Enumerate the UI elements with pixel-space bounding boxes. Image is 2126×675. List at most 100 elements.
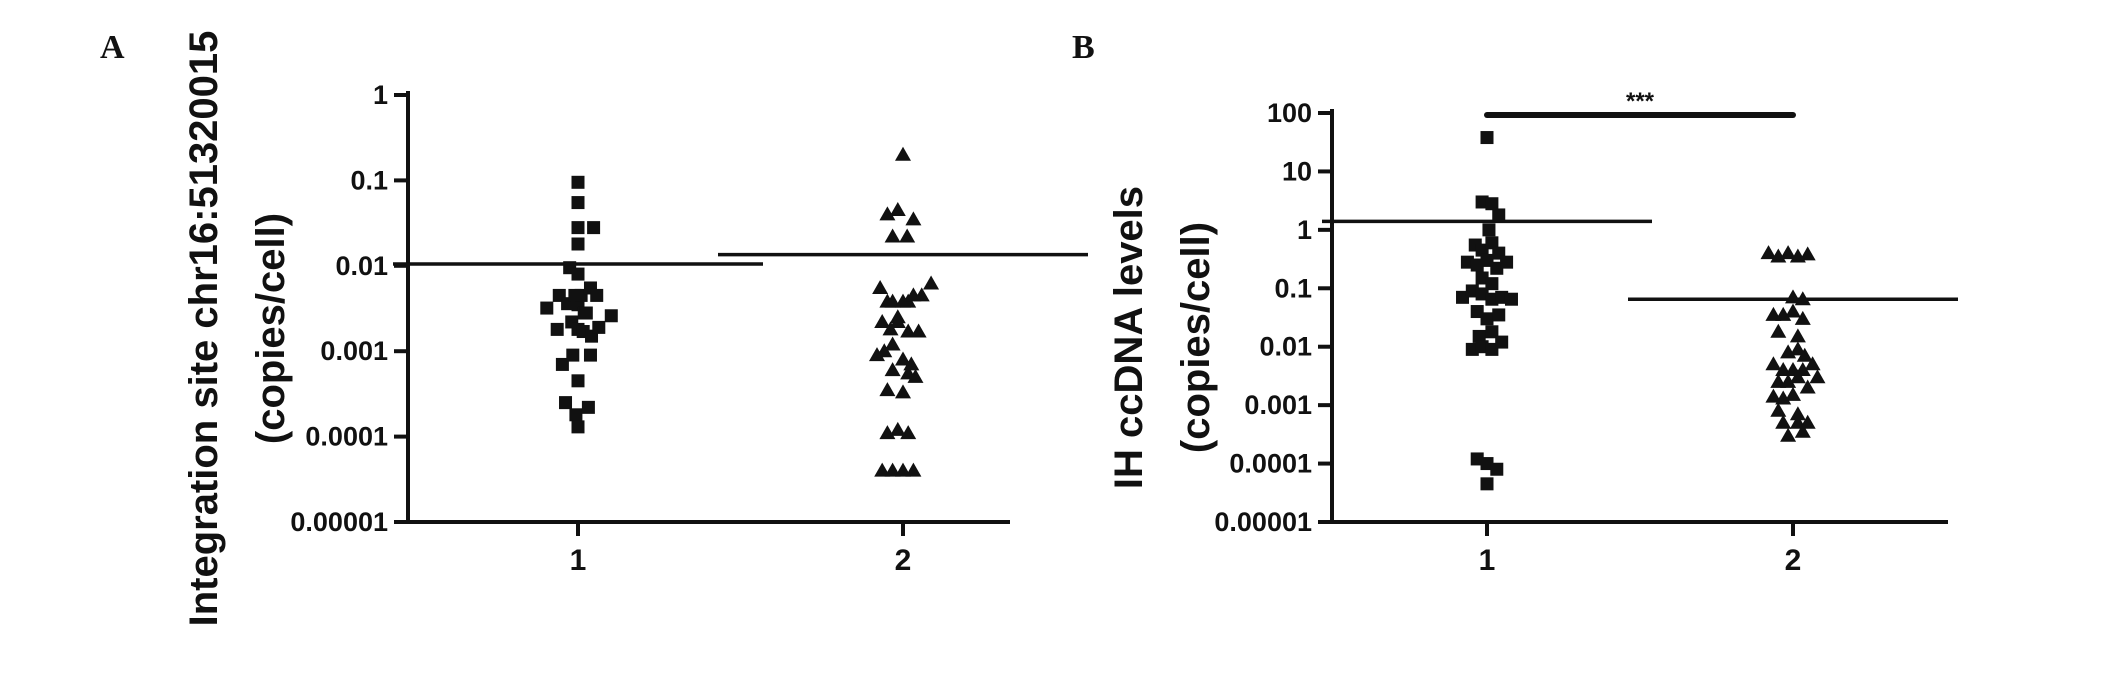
data-point-square [569,408,583,422]
data-point-square [1465,342,1479,356]
data-point-square [1500,255,1514,269]
y-axis-title: (copies/cell) [1174,222,1218,453]
data-point-square [1492,208,1506,222]
data-point-triangle [884,336,901,351]
data-point-square [571,196,585,210]
data-point-square [1504,292,1518,306]
data-point-square [559,396,573,410]
data-point-square [583,348,597,362]
data-point-triangle [884,362,901,377]
y-tick-label: 0.001 [1244,390,1312,420]
data-point-triangle [910,323,927,338]
data-point-square [1470,305,1484,319]
data-point-square [1485,197,1499,211]
data-point-square [1490,261,1504,275]
data-point-triangle [879,382,896,397]
data-point-square [592,320,606,334]
data-point-triangle [1785,386,1801,401]
y-tick-label: 0.1 [1274,273,1312,303]
data-point-triangle [1785,303,1801,318]
y-tick-label: 0.01 [335,251,388,281]
data-point-triangle [1804,356,1821,371]
data-point-square [1475,195,1489,209]
data-point-square [1460,255,1474,269]
y-tick-label: 0.1 [350,165,388,195]
data-point-triangle [872,279,889,294]
data-point-square [1475,340,1489,354]
data-point-square [1485,325,1499,339]
y-tick-label: 0.0001 [1229,449,1312,479]
data-point-square [590,288,604,302]
data-point-square [1475,271,1489,285]
data-point-triangle [876,343,893,358]
data-point-triangle [869,347,885,362]
data-point-triangle [1794,310,1811,325]
x-tick-label: 2 [895,544,912,577]
y-tick-label: 10 [1282,156,1312,186]
y-axis-title: IH ccDNA levels [1107,186,1151,489]
data-point-triangle [1789,406,1806,421]
x-tick-label: 1 [570,544,587,577]
data-point-triangle [1775,414,1792,429]
data-point-square [1485,342,1499,356]
data-point-square [1456,290,1470,304]
y-tick-label: 100 [1267,98,1312,128]
data-point-square [581,400,595,414]
significance-stars: *** [1626,88,1655,115]
data-point-square [1480,477,1494,491]
data-point-square [1470,452,1484,466]
data-point-square [555,357,569,371]
data-point-square [540,301,554,315]
y-axis-title: Integration site chr16:51320015 [182,31,226,627]
data-point-triangle [1775,390,1792,405]
data-point-square [571,374,585,388]
data-point-square [1465,284,1479,298]
data-point-triangle [895,146,911,161]
data-point-triangle [874,462,891,477]
data-point-triangle [884,462,901,477]
y-tick-label: 0.00001 [290,507,388,537]
data-point-triangle [1799,379,1816,394]
y-tick-label: 1 [373,80,388,110]
data-point-triangle [900,365,917,380]
data-point-triangle [874,313,891,328]
data-point-square [1485,277,1499,291]
panel-label: A [100,29,125,66]
data-point-triangle [1780,245,1797,260]
data-point-triangle [1789,341,1806,356]
data-point-square [550,322,564,336]
data-point-square [571,175,585,189]
data-point-triangle [1796,347,1813,362]
data-point-triangle [905,462,922,477]
data-point-triangle [1780,427,1797,442]
panel-label: B [1072,29,1095,66]
x-tick-label: 1 [1479,544,1496,577]
data-point-triangle [1785,289,1801,304]
data-point-triangle [889,313,906,328]
data-point-triangle [1760,245,1777,260]
data-point-triangle [889,202,906,217]
y-tick-label: 0.01 [1259,332,1312,362]
data-point-triangle [879,206,896,221]
data-point-triangle [889,421,906,436]
data-point-square [587,221,601,235]
data-point-square [1475,243,1489,257]
data-point-triangle [1770,323,1787,338]
data-point-triangle [1780,373,1797,388]
data-point-square [1480,131,1494,145]
data-point-triangle [895,384,911,399]
data-point-triangle [899,228,916,243]
y-tick-label: 0.0001 [305,422,388,452]
data-point-square [566,348,580,362]
data-point-triangle [884,293,901,308]
data-point-square [1480,253,1494,267]
data-point-triangle [900,323,917,338]
data-point-triangle [1799,246,1816,261]
panel-b: B 100 10 1 0.1 0.01 0.001 0.0001 0.00001 1 2 IH ccD… [1072,29,1958,577]
data-point-triangle [1794,291,1811,306]
data-point-triangle [900,425,917,440]
data-point-triangle [895,351,911,366]
data-point-triangle [895,462,911,477]
data-point-square [1490,462,1504,476]
